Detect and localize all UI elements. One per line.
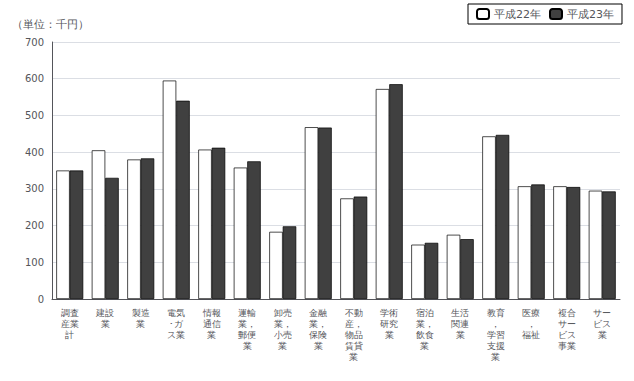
- svg-text:建設: 建設: [95, 308, 114, 318]
- svg-text:500: 500: [25, 110, 44, 121]
- svg-text:業: 業: [243, 341, 252, 351]
- svg-text:運輸: 運輸: [238, 308, 256, 318]
- svg-text:情報: 情報: [202, 308, 221, 318]
- svg-text:郵便: 郵便: [238, 330, 256, 340]
- svg-text:700: 700: [25, 37, 44, 48]
- svg-text:ビス: ビス: [558, 330, 576, 340]
- svg-text:300: 300: [25, 183, 44, 194]
- svg-text:産，: 産，: [345, 319, 363, 329]
- svg-text:複合: 複合: [558, 308, 576, 318]
- svg-text:業: 業: [278, 341, 287, 351]
- svg-text:600: 600: [25, 73, 44, 84]
- svg-text:物品: 物品: [345, 330, 363, 340]
- svg-text:業: 業: [385, 330, 394, 340]
- svg-text:（単位：千円）: （単位：千円）: [12, 18, 89, 31]
- svg-text:支援: 支援: [487, 341, 505, 351]
- svg-text:不動: 不動: [345, 308, 363, 318]
- svg-text:業: 業: [420, 341, 429, 351]
- svg-text:生活: 生活: [451, 308, 469, 318]
- svg-text:業，: 業，: [274, 319, 292, 329]
- svg-text:平成22年: 平成22年: [494, 8, 541, 21]
- svg-text:関連: 関連: [451, 319, 469, 329]
- svg-text:業: 業: [349, 352, 358, 362]
- svg-text:学術: 学術: [380, 308, 398, 318]
- svg-text:ス業: ス業: [167, 330, 185, 340]
- svg-text:業，: 業，: [238, 319, 256, 329]
- svg-text:100: 100: [25, 257, 44, 268]
- svg-text:福祉: 福祉: [522, 330, 540, 340]
- svg-text:業，: 業，: [309, 319, 327, 329]
- svg-text:業: 業: [456, 330, 465, 340]
- svg-text:業: 業: [207, 330, 216, 340]
- svg-text:製造: 製造: [132, 308, 150, 318]
- svg-text:金融: 金融: [309, 308, 327, 318]
- svg-text:通信: 通信: [203, 319, 221, 329]
- svg-text:･ガ: ･ガ: [169, 319, 184, 329]
- svg-text:宿泊: 宿泊: [416, 308, 434, 318]
- svg-text:，: ，: [491, 319, 500, 329]
- svg-text:事業: 事業: [558, 341, 576, 351]
- svg-text:小売: 小売: [274, 330, 292, 340]
- svg-text:，: ，: [527, 319, 536, 329]
- svg-text:産業: 産業: [61, 319, 79, 329]
- svg-text:業: 業: [314, 341, 323, 351]
- svg-text:業: 業: [598, 330, 607, 340]
- svg-text:電気: 電気: [167, 308, 185, 318]
- svg-text:研究: 研究: [380, 319, 398, 329]
- svg-text:業: 業: [491, 352, 500, 362]
- svg-text:飲食: 飲食: [416, 330, 434, 340]
- svg-text:ビス: ビス: [593, 319, 611, 329]
- svg-text:0: 0: [38, 294, 44, 305]
- svg-text:業: 業: [101, 319, 110, 329]
- svg-text:計: 計: [65, 330, 74, 340]
- svg-text:サー: サー: [593, 308, 611, 318]
- svg-text:保険: 保険: [309, 330, 327, 340]
- svg-text:業: 業: [136, 319, 145, 329]
- svg-text:医療: 医療: [522, 308, 540, 318]
- svg-text:教育: 教育: [487, 308, 505, 318]
- svg-text:学習: 学習: [487, 330, 505, 340]
- svg-text:調査: 調査: [61, 308, 79, 318]
- svg-text:業，: 業，: [416, 319, 434, 329]
- svg-text:200: 200: [25, 220, 44, 231]
- svg-text:平成23年: 平成23年: [567, 8, 614, 21]
- svg-text:400: 400: [25, 147, 44, 158]
- svg-text:サー: サー: [558, 319, 576, 329]
- svg-text:卸売: 卸売: [274, 308, 292, 318]
- svg-text:賃貸: 賃貸: [345, 341, 363, 351]
